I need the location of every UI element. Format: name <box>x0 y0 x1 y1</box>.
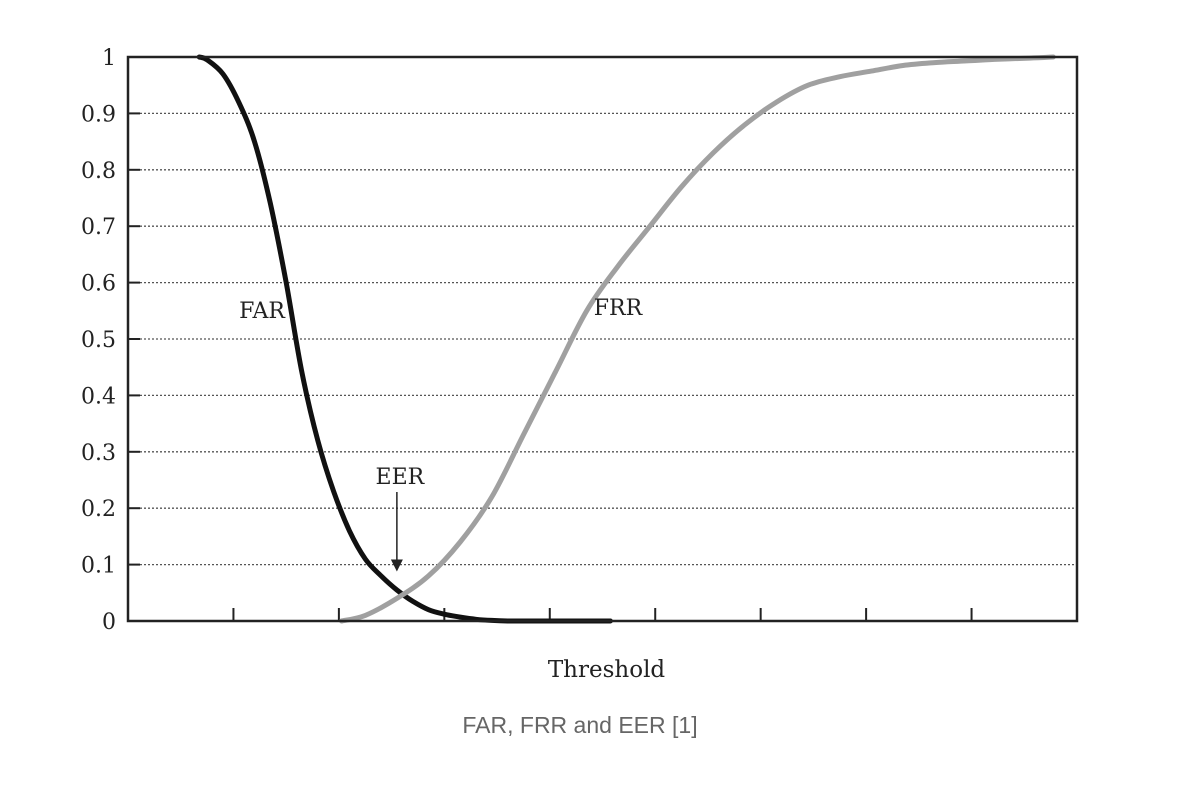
y-tick-label: 0.2 <box>81 497 116 522</box>
series-label-frr: FRR <box>594 296 644 321</box>
annotation-arrow-head <box>390 559 403 572</box>
axis-ticks <box>128 112 973 621</box>
y-tick-label: 0.6 <box>81 272 116 297</box>
series-line-frr <box>339 54 1056 624</box>
plot-frame <box>126 55 1079 623</box>
annotations: EER <box>376 465 426 572</box>
y-tick-label: 0.3 <box>81 441 116 466</box>
figure-caption: FAR, FRR and EER [1] <box>462 712 698 738</box>
y-tick-label: 0.5 <box>81 328 116 353</box>
y-tick-labels: 0 0.1 0.2 0.3 0.4 0.5 0.6 0.7 0.8 0.9 1 <box>81 46 116 635</box>
y-tick-label: 0.4 <box>81 384 116 409</box>
y-tick-label: 0.9 <box>81 102 116 127</box>
series-labels: FAR FRR <box>239 296 644 324</box>
y-tick-label: 1 <box>102 46 116 71</box>
series-label-far: FAR <box>239 299 286 324</box>
x-axis-label: Threshold <box>548 657 666 683</box>
y-tick-label: 0.8 <box>81 159 116 184</box>
y-tick-label: 0 <box>102 610 116 635</box>
annotation-label: EER <box>376 465 426 490</box>
grid-lines <box>128 112 1077 566</box>
y-tick-label: 0.1 <box>81 554 116 579</box>
y-tick-label: 0.7 <box>81 215 116 240</box>
